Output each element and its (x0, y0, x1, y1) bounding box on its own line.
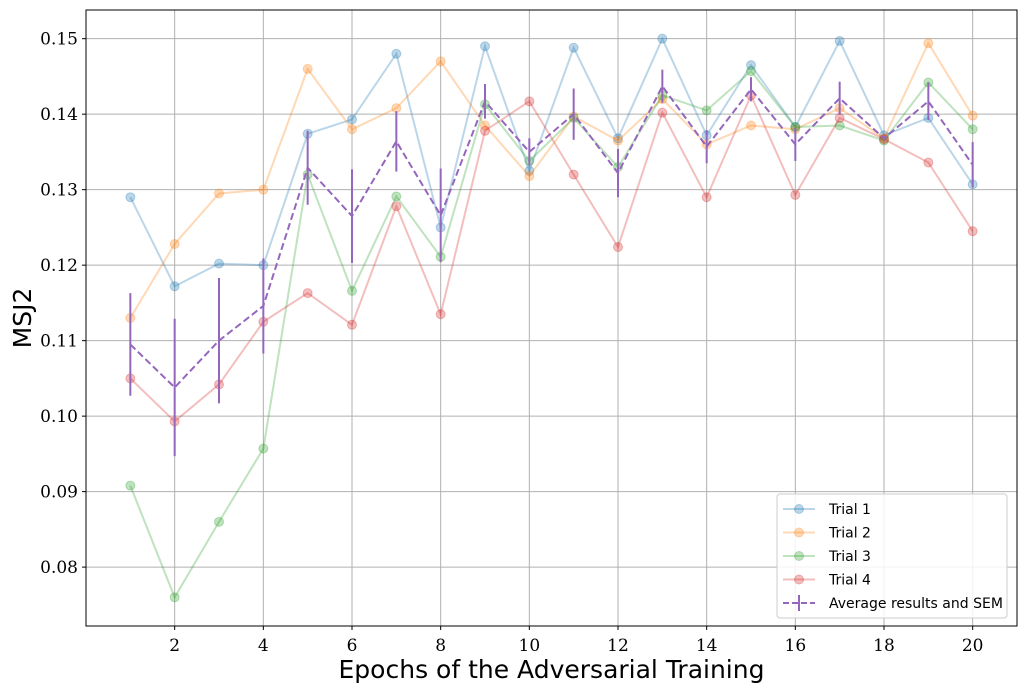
data-point (967, 110, 978, 121)
ticks: 2 4 6 8 10 12 14 16 18 20 0.08 0.09 0.10 0.11 0.12 0.13… (40, 30, 983, 656)
legend-swatch-marker (794, 527, 804, 538)
x-tick-label: 14 (696, 636, 718, 656)
series-average (129, 69, 974, 457)
data-point (524, 171, 535, 182)
data-point (169, 239, 180, 250)
data-point (657, 107, 668, 118)
legend-label: Trial 1 (828, 502, 871, 518)
x-tick-label: 4 (258, 636, 269, 656)
data-point (435, 56, 446, 67)
data-point (347, 124, 357, 135)
data-point (258, 443, 269, 454)
legend-item: Average results and SEM (783, 595, 1003, 612)
data-point (746, 66, 756, 77)
legend-label: Trial 4 (828, 573, 871, 589)
y-tick-label: 0.09 (40, 483, 78, 503)
y-tick-label: 0.14 (40, 105, 78, 125)
data-point (169, 592, 180, 603)
legend-item: Trial 2 (783, 526, 871, 542)
data-point (169, 281, 180, 292)
series-line (129, 41, 974, 319)
series-layer (125, 33, 978, 603)
series-trial-2 (125, 38, 978, 323)
y-tick-label: 0.12 (40, 256, 78, 276)
legend-box (776, 493, 1008, 619)
data-point (391, 191, 402, 202)
y-tick-label: 0.08 (40, 558, 78, 578)
data-point (657, 33, 668, 44)
data-point (967, 226, 978, 237)
y-tick-label: 0.11 (40, 332, 78, 352)
legend-item: Trial 3 (783, 549, 871, 565)
y-tick-label: 0.15 (40, 30, 78, 50)
data-point (258, 184, 269, 195)
x-tick-label: 10 (519, 636, 541, 656)
data-point (125, 192, 136, 203)
y-tick-label: 0.10 (40, 407, 78, 427)
legend-swatch-marker (794, 504, 804, 514)
x-tick-label: 12 (607, 636, 629, 656)
legend-item: Trial 4 (783, 573, 871, 589)
x-tick-label: 16 (785, 636, 807, 656)
legend-label: Trial 2 (828, 526, 871, 542)
data-point (347, 319, 357, 330)
x-axis-title: Epochs of the Adversarial Training (339, 655, 765, 684)
series-trial-4 (125, 90, 978, 427)
legend-swatch-marker (794, 574, 804, 585)
grid (86, 10, 1017, 626)
data-point (391, 201, 402, 212)
data-point (923, 38, 934, 49)
x-tick-label: 18 (873, 636, 895, 656)
data-point (790, 189, 801, 200)
data-point (214, 516, 224, 527)
data-point (923, 157, 934, 168)
series-trial-1 (125, 33, 978, 292)
data-point (435, 309, 446, 320)
series-line (129, 69, 974, 600)
data-point (967, 124, 978, 135)
data-point (480, 41, 490, 52)
data-point (746, 60, 756, 71)
legend-label: Average results and SEM (829, 596, 1003, 612)
data-point (568, 169, 579, 180)
legend-item: Trial 1 (783, 502, 871, 518)
data-point (302, 63, 313, 74)
data-point (701, 105, 712, 116)
y-axis-title: MSJ2 (8, 288, 37, 349)
data-point (568, 42, 579, 53)
average-line (129, 84, 974, 389)
data-point (302, 288, 313, 299)
data-point (701, 192, 712, 203)
data-point (613, 242, 623, 253)
data-point (391, 48, 402, 59)
data-point (746, 120, 756, 131)
legend: Trial 1 Trial 2 Trial 3 Trial 4 Average resu… (776, 493, 1008, 619)
data-point (834, 35, 845, 46)
series-line (129, 92, 974, 423)
data-point (613, 135, 623, 146)
x-tick-label: 2 (169, 636, 180, 656)
legend-swatch-marker (794, 551, 804, 561)
legend-label: Trial 3 (828, 549, 871, 565)
y-tick-label: 0.13 (40, 181, 78, 201)
data-point (524, 96, 535, 107)
data-point (347, 285, 357, 296)
data-point (480, 120, 490, 131)
series-trial-3 (125, 66, 978, 603)
data-point (834, 120, 845, 131)
data-point (214, 188, 224, 199)
series-line (129, 36, 974, 288)
x-tick-label: 20 (962, 636, 984, 656)
data-point (214, 258, 224, 269)
data-point (125, 480, 136, 491)
data-point (613, 133, 623, 144)
x-tick-label: 8 (435, 636, 446, 656)
plot-frame (85, 9, 1018, 627)
data-point (347, 114, 357, 125)
data-point (480, 125, 490, 136)
data-point (524, 165, 535, 176)
x-tick-label: 6 (347, 636, 358, 656)
